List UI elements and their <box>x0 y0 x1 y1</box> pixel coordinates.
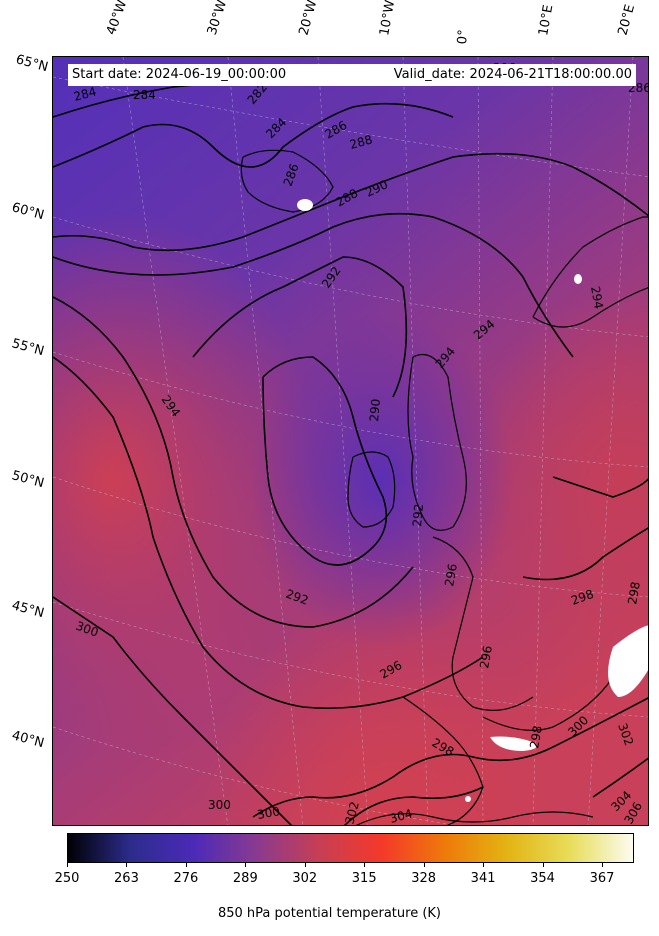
iceland-coast <box>240 149 334 213</box>
contour-label: 284 <box>133 88 156 102</box>
longitude-label: 20°W <box>296 0 321 37</box>
coastlines <box>240 149 648 825</box>
contour-label: 296 <box>477 645 495 670</box>
colorbar-tick-mark <box>185 863 187 867</box>
isotherm-contours <box>53 66 648 825</box>
colorbar-tick-mark <box>126 863 128 867</box>
colorbar-tick-label: 276 <box>173 871 199 886</box>
colorbar-tick-mark <box>304 863 306 867</box>
colorbar <box>67 833 634 863</box>
colorbar-tick-label: 328 <box>411 871 437 886</box>
longitude-label: 40°W <box>103 0 131 37</box>
france-coast <box>432 536 534 711</box>
latitude-label: 55°N <box>10 336 46 360</box>
longitude-label: 0° <box>455 28 472 45</box>
contour-label: 298 <box>527 725 545 750</box>
iberia-coast <box>402 696 484 825</box>
ireland-coast <box>347 451 396 528</box>
colorbar-tick-label: 263 <box>114 871 139 886</box>
contour-label: 294 <box>588 285 606 310</box>
colorbar-tick-mark <box>364 863 366 867</box>
longitude-label: 30°W <box>204 0 231 37</box>
colorbar-tick-label: 341 <box>470 871 496 886</box>
norway-coast <box>532 216 648 328</box>
longitude-label: 10°E <box>536 3 557 37</box>
latitude-label: 65°N <box>14 52 50 76</box>
map-panel: 284 284 282 284 286 288 286 288 290 292 … <box>52 56 649 826</box>
start-date-label: Start date: 2024-06-19_00:00:00 <box>68 64 372 86</box>
potential-temperature-map: 284 284 282 284 286 288 286 288 290 292 … <box>53 57 648 826</box>
contour-label: 298 <box>625 581 643 606</box>
latitude-label: 50°N <box>10 468 46 492</box>
colorbar-tick-mark <box>423 863 425 867</box>
colorbar-tick-label: 250 <box>54 871 80 886</box>
latitude-label: 40°N <box>10 728 46 752</box>
africa-coast <box>355 811 594 825</box>
longitude-label: 20°E <box>615 2 639 38</box>
contour-label: 292 <box>410 503 426 527</box>
longitude-label: 10°W <box>377 0 399 38</box>
latitude-label: 60°N <box>10 200 46 224</box>
missing-data <box>297 199 648 802</box>
colorbar-tick-mark <box>483 863 485 867</box>
colorbar-tick-label: 354 <box>530 871 555 886</box>
colorbar-tick-mark <box>542 863 544 867</box>
contour-label: 304 <box>388 806 414 825</box>
colorbar-tick-mark <box>245 863 247 867</box>
colorbar-label: 850 hPa potential temperature (K) <box>217 906 441 921</box>
colorbar-tick-mark <box>601 863 603 867</box>
contour-label: 288 <box>348 132 374 151</box>
colorbar-tick-label: 367 <box>589 871 615 886</box>
contour-label: 290 <box>367 398 383 422</box>
britain-coast <box>407 353 467 531</box>
latitude-label: 45°N <box>10 598 46 622</box>
colorbar-tick-label: 315 <box>351 871 377 886</box>
contour-label: 300 <box>208 798 231 812</box>
colorbar-tick-label: 302 <box>292 871 318 886</box>
colorbar-tick-mark <box>67 863 68 867</box>
valid-date-label: Valid_date: 2024-06-21T18:00:00.00 <box>360 64 636 86</box>
contour-label: 300 <box>256 804 281 822</box>
contour-label: 302 <box>342 800 361 826</box>
colorbar-tick-label: 289 <box>232 871 258 886</box>
contour-label: 284 <box>72 84 98 103</box>
contour-label: 296 <box>442 563 460 588</box>
